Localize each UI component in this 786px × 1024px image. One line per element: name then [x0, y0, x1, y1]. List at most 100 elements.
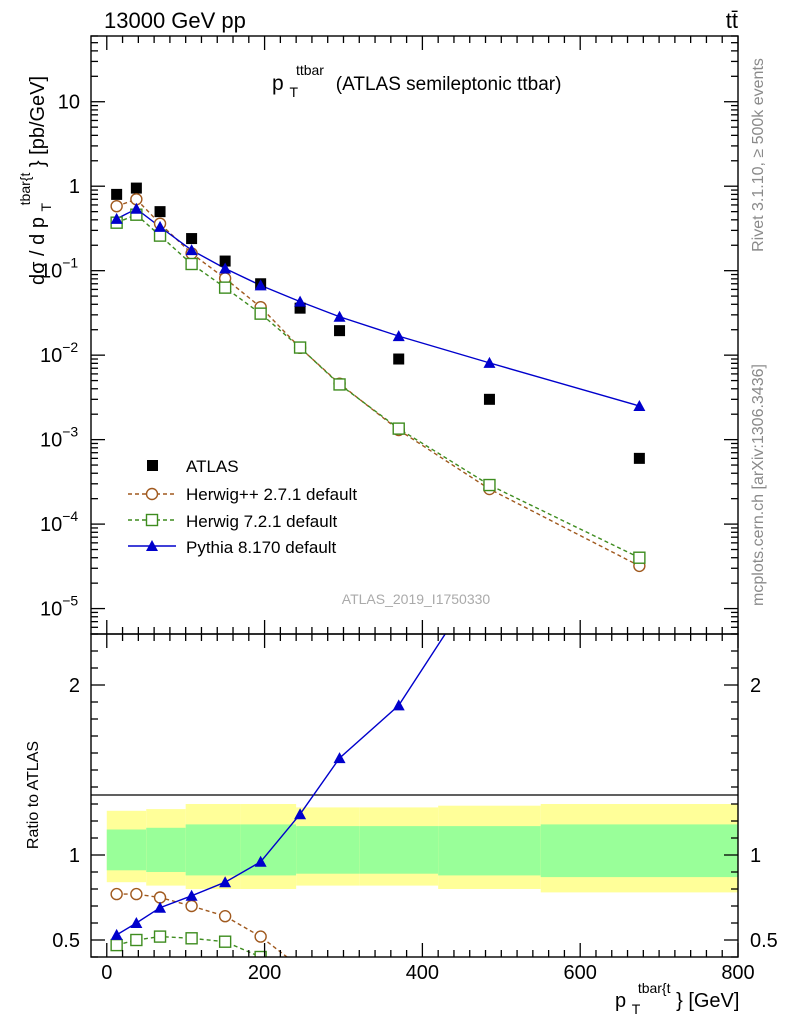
beam-label: 13000 GeV pp: [104, 8, 246, 33]
main-ytick-label: 10−4: [40, 508, 78, 536]
ratio-point-s0-2: [153, 891, 167, 904]
main-point-s0-10: [633, 452, 645, 464]
legend: ATLAS Herwig++ 2.7.1 default Herwig 7.2.…: [128, 457, 357, 557]
main-point-s2-6: [293, 341, 307, 354]
ratio-ytick-label-right: 0.5: [750, 930, 778, 952]
main-point-s3-1: [130, 202, 143, 214]
main-point-s2-9: [483, 478, 496, 492]
legend-pythia-label: Pythia 8.170 default: [186, 538, 337, 557]
ratio-xtick-label: 800: [721, 962, 754, 984]
ratio-xtick-label: 0: [101, 962, 112, 984]
ratio-point-s1-4: [218, 935, 232, 948]
main-series-markers: [110, 182, 646, 573]
band-inner-6: [438, 826, 541, 876]
main-axis-ticks: [91, 35, 739, 634]
main-point-s3-9: [483, 356, 496, 368]
band-inner-7: [540, 824, 738, 878]
main-ytick-label: 1: [69, 176, 80, 198]
ratio-point-s2-1: [130, 917, 143, 928]
band-inner-2: [185, 824, 241, 876]
main-ytick-label: 10−3: [40, 424, 78, 452]
ratio-point-s2-4: [219, 876, 232, 888]
title-sub: T: [290, 84, 299, 100]
xlabel-sup: tbar{t: [638, 980, 671, 996]
ratio-point-s1-1: [130, 933, 143, 947]
main-point-s2-7: [333, 378, 346, 391]
ratio-point-s0-4: [218, 910, 232, 923]
xlabel-sub: T: [632, 1001, 641, 1017]
ratio-point-s2-2: [154, 901, 167, 913]
ratio-point-s2-8: [392, 699, 405, 711]
ylabel-sub: T: [38, 202, 54, 211]
main-point-s0-7: [334, 325, 346, 337]
main-point-s1-0: [110, 199, 123, 213]
ratio-ytick-label-right: 2: [750, 675, 761, 697]
ratio-point-s1-2: [153, 930, 167, 943]
main-point-s3-10: [633, 400, 646, 412]
main-ytick-label: 10−5: [40, 593, 78, 621]
ratio-point-s2-5: [254, 855, 267, 867]
ratio-point-s1-3: [185, 932, 198, 945]
main-ytick-label: 10: [58, 92, 80, 114]
ylabel-part4: } [pb/GeV]: [27, 76, 49, 167]
ratio-point-s0-3: [185, 899, 198, 913]
band-inner-3: [240, 824, 297, 876]
main-point-s2-4: [218, 281, 232, 294]
ratio-panel: 0.5 0.5 1 1 2 2 0 200 400 600 800 Ratio to ATLAS p…: [25, 633, 778, 1019]
legend-herwig7-label: Herwig 7.2.1 default: [186, 512, 337, 531]
main-point-s3-5: [254, 279, 267, 291]
main-point-s3-7: [333, 310, 346, 322]
ratio-point-s0-0: [110, 887, 123, 901]
rivet-label: Rivet 3.1.10, ≥ 500k events: [750, 58, 767, 252]
ratio-tick-labels: 0.5 0.5 1 1 2 2 0 200 400 600 800: [52, 675, 778, 984]
ratio-point-s1-0: [110, 938, 123, 952]
ratio-ytick-label-left: 1: [69, 845, 80, 867]
main-point-s2-3: [185, 257, 198, 271]
band-inner-5: [359, 826, 439, 874]
main-title: p T ttbar (ATLAS semileptonic ttbar): [272, 57, 561, 102]
band-inner-4: [296, 826, 360, 874]
ratio-point-s2-7: [333, 752, 346, 764]
mcplots-label: mcplots.cern.ch [arXiv:1306.3436]: [750, 364, 767, 606]
ratio-xlabel: p T tbar{t } [GeV]: [615, 976, 739, 1019]
ratio-line-1: [116, 935, 264, 957]
xlabel-p: p: [615, 990, 626, 1012]
legend-pythia-marker: [146, 540, 158, 551]
ylabel-part1: dσ / d p: [27, 217, 49, 285]
band-inner-0: [106, 829, 147, 871]
ratio-ytick-label-left: 0.5: [52, 930, 80, 952]
main-point-s0-0: [111, 188, 123, 200]
title-sup: ttbar: [296, 62, 324, 78]
main-point-s3-8: [392, 330, 405, 342]
ratio-point-s1-5: [254, 950, 267, 957]
main-point-s2-8: [392, 422, 405, 435]
main-point-s0-3: [186, 233, 198, 245]
main-ytick-label: 10−2: [40, 339, 78, 367]
band-inner-1: [146, 827, 186, 872]
ratio-line-0: [116, 893, 289, 957]
ratio-point-s2-0: [110, 928, 123, 940]
ratio-series-markers: [110, 699, 405, 957]
main-panel: 10−5 10−4 10−3 10−2 10−1 1 10 p T ttbar (ATLAS…: [13, 35, 739, 635]
ratio-point-s2-3: [185, 889, 198, 901]
legend-herwigpp-label: Herwig++ 2.7.1 default: [186, 485, 357, 504]
main-point-s0-6: [294, 302, 306, 314]
main-point-s2-5: [254, 307, 267, 320]
legend-atlas-marker: [147, 460, 158, 471]
main-point-s0-4: [219, 255, 231, 267]
legend-atlas-label: ATLAS: [186, 457, 239, 476]
legend-herwigpp-marker: [145, 487, 159, 501]
main-point-s0-2: [154, 206, 166, 218]
ylabel-sup: tbar{t: [17, 173, 33, 206]
main-point-s3-3: [185, 244, 198, 256]
ratio-ylabel: Ratio to ATLAS: [25, 741, 42, 849]
main-point-s0-9: [483, 393, 495, 405]
ratio-uncertainty-bands: [106, 804, 738, 893]
main-ylabel: dσ / d p T tbar{t } [pb/GeV]: [13, 76, 56, 285]
xlabel-rest: } [GeV]: [676, 990, 739, 1012]
main-point-s3-4: [219, 262, 232, 274]
main-line-2: [116, 213, 640, 559]
main-point-s0-8: [393, 353, 405, 365]
ratio-point-s2-6: [294, 808, 307, 820]
